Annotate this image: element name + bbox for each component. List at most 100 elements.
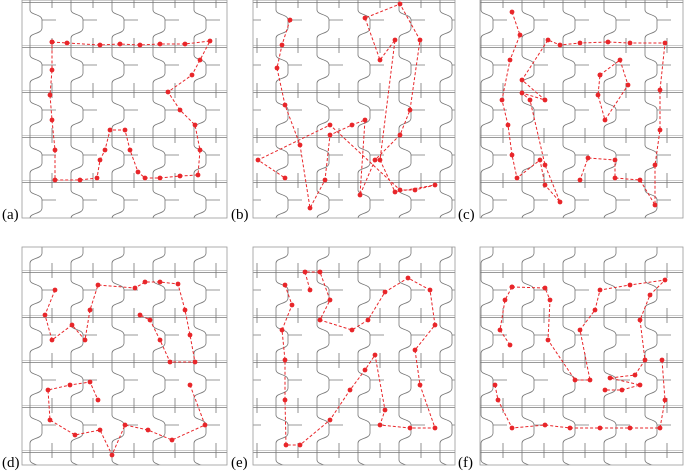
trail-point (382, 289, 388, 295)
trail-point (542, 285, 548, 291)
trail-point (177, 107, 183, 113)
trail-point (619, 387, 625, 393)
trail-point (507, 342, 513, 348)
trail-point (189, 72, 195, 78)
trail-point (382, 407, 388, 413)
trail-point (497, 327, 503, 333)
trail-point (362, 367, 368, 373)
trail-point (207, 38, 213, 44)
panel-label: (c) (458, 207, 475, 223)
trail-point (67, 382, 73, 388)
trail-point (289, 302, 295, 308)
trail-point (572, 377, 578, 383)
panel-f-maze (479, 246, 684, 466)
trail-point (577, 327, 583, 333)
trail-point (397, 187, 403, 193)
trail-a (49, 40, 211, 181)
trail-point (283, 442, 289, 448)
trail-point (122, 127, 128, 133)
trail-point (77, 177, 83, 183)
trail-point (597, 72, 603, 78)
trail-point (595, 92, 601, 98)
trail-point (405, 275, 411, 281)
trail-point (349, 122, 355, 128)
trail-point (417, 37, 423, 43)
trail-point (147, 317, 153, 323)
trail-point (274, 65, 280, 71)
trail-point (279, 42, 285, 48)
trail-point (302, 269, 308, 275)
trail-point (657, 425, 663, 431)
trail-point (327, 417, 333, 423)
trail-point (45, 387, 51, 393)
trail-point (662, 397, 668, 403)
trail-point (377, 57, 383, 63)
trail-point (602, 387, 608, 393)
trail-point (64, 40, 70, 46)
trail-point (637, 382, 643, 388)
trail-point (142, 175, 148, 181)
trail-point (327, 297, 333, 303)
trail-point (175, 281, 181, 287)
trail-point (117, 41, 123, 47)
trails (42, 1, 668, 458)
trail-point (135, 169, 141, 175)
trail-point (412, 347, 418, 353)
trail-point (592, 307, 598, 313)
trail-point (145, 427, 151, 433)
trail-point (255, 157, 261, 163)
trail-point (372, 157, 378, 163)
trail-point (95, 397, 101, 403)
trail-point (397, 1, 403, 7)
trail-point (647, 292, 653, 298)
panel-c-maze (479, 0, 684, 219)
trail-point (607, 375, 613, 381)
trail-point (557, 42, 563, 48)
trail-point (165, 89, 171, 95)
trail-point (612, 157, 618, 163)
trail-point (142, 279, 148, 285)
trail-point (432, 322, 438, 328)
trail-point (652, 202, 658, 208)
trail-b (256, 3, 436, 210)
trail-point (542, 162, 548, 168)
trail-point (82, 337, 88, 343)
trail-point (392, 37, 398, 43)
trail-point (507, 57, 513, 63)
trail-point (495, 397, 501, 403)
trail-point (122, 422, 128, 428)
trail-point (377, 157, 383, 163)
trail-point (637, 317, 643, 323)
trail-point (47, 417, 53, 423)
trail-point (132, 285, 138, 291)
trail-point (279, 327, 285, 333)
trail-point (662, 277, 668, 283)
trail-point (505, 122, 511, 128)
trail-point (662, 40, 668, 46)
trail-point (392, 189, 398, 195)
trail-point (545, 37, 551, 43)
trail-point (47, 92, 53, 98)
trail-point (597, 425, 603, 431)
panel-label: (f) (458, 455, 473, 471)
trail-point (519, 90, 525, 96)
trail-point (432, 425, 438, 431)
trail-point (49, 117, 55, 123)
trail-point (187, 382, 193, 388)
trail-point (317, 269, 323, 275)
trail-point (509, 152, 515, 158)
trail-point (52, 287, 58, 293)
trail-point (107, 127, 113, 133)
trail-point (542, 97, 548, 103)
trail-point (42, 312, 48, 318)
trail-point (527, 97, 533, 103)
trail-point (509, 9, 515, 15)
trail-point (197, 147, 203, 153)
trail-e (281, 271, 436, 446)
trail-point (127, 147, 133, 153)
trail-point (282, 397, 288, 403)
trail-point (97, 427, 103, 433)
trail-point (49, 337, 55, 343)
trail-point (177, 173, 183, 179)
trail-point (282, 357, 288, 363)
